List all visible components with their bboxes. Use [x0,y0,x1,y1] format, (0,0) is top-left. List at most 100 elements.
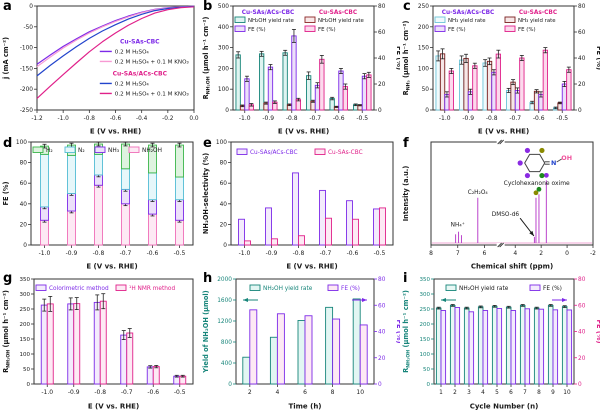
svg-text:-0.7: -0.7 [309,115,321,122]
svg-text:1: 1 [439,390,443,396]
svg-text:80: 80 [220,161,228,167]
svg-text:40: 40 [378,330,386,336]
svg-text:-0.8: -0.8 [486,115,498,122]
svg-text:0: 0 [378,108,382,114]
svg-text:100: 100 [420,352,431,358]
svg-text:-0.4: -0.4 [136,116,148,122]
svg-text:-0.7: -0.7 [121,389,133,396]
svg-text:3: 3 [467,390,471,396]
svg-text:-0.6: -0.6 [333,115,345,122]
svg-text:10: 10 [356,389,364,396]
panel-g: g 0 50 100 150 200 250 300 350 -1.0 -0.9 -0.8 -0.7 -… [0,271,200,412]
svg-text:Intensity (a.u.): Intensity (a.u.) [402,166,410,222]
chart-h-yield-vs-time: 0 400 800 1200 1600 2000 0 20 40 60 80 2 4 6 8 10 Time (… [202,277,400,411]
svg-text:-1.0: -1.0 [439,115,451,122]
svg-text:-1.0: -1.0 [239,115,251,122]
svg-text:200: 200 [20,322,31,328]
svg-text:-0.9: -0.9 [462,115,474,122]
svg-text:20: 20 [20,222,28,228]
svg-text:350: 350 [20,277,31,283]
panel-a: a 0 -50 -100 -150 -200 -250 -1.2 -1.0 -0.8 -0.6 -0… [0,0,200,137]
svg-text:RNH₃ (µmol h⁻¹ cm⁻²): RNH₃ (µmol h⁻¹ cm⁻²) [402,21,412,96]
svg-text:Cu-SAs/ACs-CBC: Cu-SAs/ACs-CBC [242,10,295,16]
svg-text:NH₃ yield rate: NH₃ yield rate [448,18,486,24]
svg-text:7: 7 [456,250,460,257]
chart-e-selectivity: 0 20 40 60 80 100 -1.0 -0.9 -0.8 -0.7 -0.6 -0.5 E (V… [202,140,394,271]
svg-text:-1.0: -1.0 [239,250,251,257]
svg-text:E (V vs. RHE): E (V vs. RHE) [86,263,137,271]
svg-text:-0.6: -0.6 [110,116,122,122]
svg-text:FE (%): FE (%) [341,286,360,292]
svg-text:Cu-SAs-CBC: Cu-SAs-CBC [319,10,357,16]
svg-text:50: 50 [423,367,430,373]
svg-text:NH₃: NH₃ [108,148,120,154]
svg-text:4: 4 [481,390,485,396]
svg-text:300: 300 [20,292,31,298]
panel-d: d 0 20 40 60 80 100 -1.0 -0.9 -0.8 -0.7 -0.6 -0.5 E … [0,136,200,272]
svg-text:0: 0 [23,243,27,249]
svg-text:150: 150 [420,337,431,343]
svg-text:C₂H₂O₄: C₂H₂O₄ [468,190,489,196]
chart-i-cycling-stability: 0 50 100 150 200 250 300 350 0 20 40 60 80 1 2 3 4 5 6 7 8 9 1… [402,277,600,411]
svg-text:FE (%): FE (%) [318,27,336,33]
svg-text:150: 150 [418,46,429,52]
svg-text:200: 200 [420,322,431,328]
svg-text:0: 0 [27,382,31,388]
svg-text:60: 60 [20,181,28,187]
svg-text:50: 50 [422,87,430,93]
svg-text:400: 400 [218,25,229,31]
svg-text:Cycle Number (n): Cycle Number (n) [470,403,539,411]
svg-text:-0.7: -0.7 [509,115,521,122]
svg-text:NH₂OH-selectivity (%): NH₂OH-selectivity (%) [202,153,210,234]
svg-text:-150: -150 [20,66,33,72]
svg-text:300: 300 [218,46,229,52]
svg-text:60: 60 [378,303,386,309]
svg-text:NH₄⁺: NH₄⁺ [451,222,465,229]
svg-text:FE (%): FE (%) [448,27,466,33]
svg-text:-0.5: -0.5 [174,250,186,257]
svg-text:Colorimetric method: Colorimetric method [49,286,109,292]
svg-text:E (V vs. RHE): E (V vs. RHE) [90,128,141,136]
svg-text:6: 6 [303,389,307,396]
svg-text:8: 8 [331,389,335,396]
svg-text:-0.9: -0.9 [262,115,274,122]
svg-text:0.2 M H₂SO₄ + 0.1 M KNO₃: 0.2 M H₂SO₄ + 0.1 M KNO₃ [115,91,189,97]
svg-text:OH: OH [561,154,572,162]
svg-text:-0.7: -0.7 [320,250,332,257]
svg-text:Cu-SAs/ACs-CBC: Cu-SAs/ACs-CBC [113,70,168,77]
svg-text:0: 0 [378,382,382,388]
panel-b: b 0 100 200 300 400 500 0 20 40 60 80 -1.0 -0.9 -0.8 -… [200,0,400,137]
svg-text:Cu-SAs/ACs-CBC: Cu-SAs/ACs-CBC [250,150,298,156]
svg-text:-0.6: -0.6 [533,115,545,122]
svg-text:0: 0 [578,108,582,114]
svg-text:0: 0 [29,4,33,10]
svg-text:2: 2 [539,250,543,257]
panel-label-e: e [203,136,212,151]
panel-e: e 0 20 40 60 80 100 -1.0 -0.9 -0.8 -0.7 -0.6 -0.5 E … [200,136,400,272]
svg-text:0.2 M H₂SO₄ + 0.1 M KNO₃: 0.2 M H₂SO₄ + 0.1 M KNO₃ [115,59,189,65]
svg-text:-0.5: -0.5 [356,115,368,122]
svg-text:Chemical shift (ppm): Chemical shift (ppm) [471,263,553,271]
svg-text:-0.8: -0.8 [293,250,305,257]
svg-text:250: 250 [420,307,431,313]
svg-text:-0.5: -0.5 [374,250,386,257]
svg-text:500: 500 [218,4,229,10]
panel-h: h 0 400 800 1200 1600 2000 0 20 40 60 80 2 4 6 8 10 Time… [200,271,400,412]
panel-label-g: g [3,271,13,286]
svg-text:-0.6: -0.6 [347,250,359,257]
svg-text:20: 20 [578,356,586,362]
svg-text:FE (%): FE (%) [395,46,400,70]
svg-text:6: 6 [509,390,513,396]
svg-text:E (V vs. RHE): E (V vs. RHE) [286,263,337,271]
svg-text:2: 2 [248,389,252,396]
svg-text:20: 20 [220,222,228,228]
svg-text:-0.8: -0.8 [286,115,298,122]
svg-text:80: 80 [578,4,586,10]
chart-a-lsv-curves: 0 -50 -100 -150 -200 -250 -1.2 -1.0 -0.8 -0.6 -0.4… [2,4,199,136]
svg-text:FE (%): FE (%) [595,46,600,70]
svg-text:20: 20 [378,356,386,362]
svg-text:-0.2: -0.2 [162,116,174,122]
svg-text:-1.0: -1.0 [58,116,70,122]
svg-text:250: 250 [418,4,429,10]
